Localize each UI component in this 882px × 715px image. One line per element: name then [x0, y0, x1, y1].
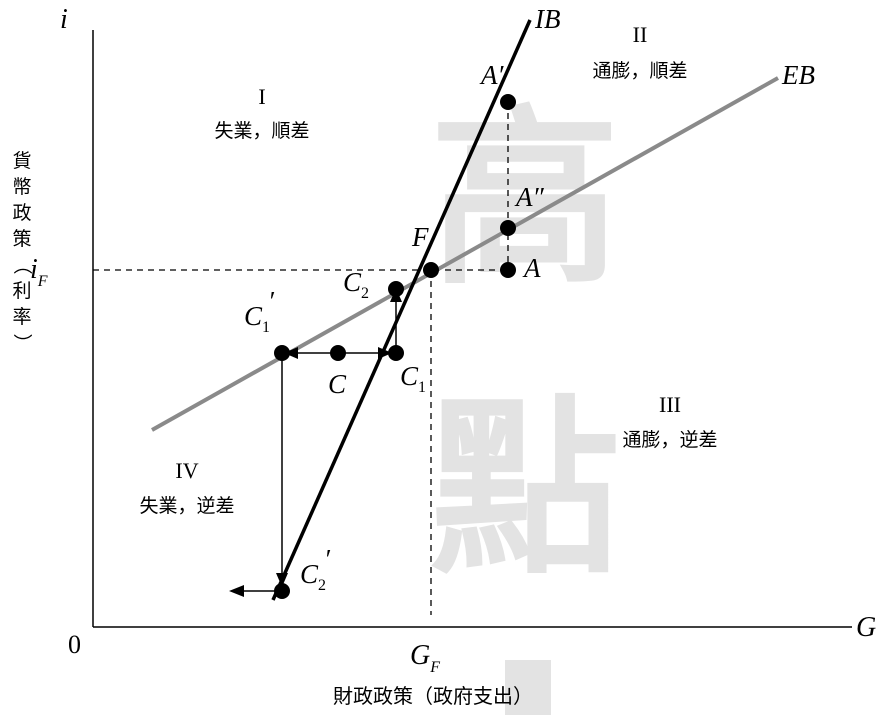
label-C2: C2 — [343, 267, 369, 302]
label-A: A — [522, 253, 541, 283]
watermark-fragment — [505, 660, 551, 715]
point-C1-prime — [274, 345, 290, 361]
arrowhead-right — [378, 347, 392, 359]
label-C1-sub: 1 — [418, 379, 426, 396]
axes — [92, 30, 852, 628]
y-title-char-6: 利 — [12, 280, 31, 302]
y-tick-iF: iF — [30, 254, 48, 290]
arrowhead-left — [284, 347, 298, 359]
ib-line — [271, 19, 532, 601]
arrowhead-down — [276, 573, 288, 587]
y-title-char-4: 策 — [12, 228, 31, 250]
label-C2p-sub: 2 — [318, 577, 326, 594]
label-C1p-main: C — [244, 301, 263, 331]
point-C2-prime — [274, 583, 290, 599]
y-title-char-7: 率 — [12, 306, 31, 328]
y-title-char-8: ） — [11, 333, 33, 352]
label-C2p-prime: ′ — [324, 544, 331, 574]
arrowhead-left-bottom — [229, 585, 244, 597]
region-4-numeral: IV — [175, 458, 198, 483]
watermark-char-1: 高 — [430, 89, 620, 310]
point-F — [423, 262, 439, 278]
region-labels: I 失業，順差 II 通膨，順差 III 通膨，逆差 IV 失業，逆差 — [139, 22, 717, 517]
region-2-text: 通膨，順差 — [592, 60, 687, 82]
x-axis-symbol: G — [856, 612, 876, 643]
y-tick-sub: F — [37, 273, 48, 290]
label-C: C — [328, 369, 347, 399]
x-tick-GF: GF — [410, 640, 440, 676]
region-2-numeral: II — [633, 22, 648, 47]
label-C2p-main: C — [300, 559, 319, 589]
label-A-prime: A′ — [479, 60, 504, 90]
movement-arrows — [229, 288, 402, 597]
eb-line — [151, 76, 779, 432]
point-A — [500, 262, 516, 278]
eb-label: EB — [781, 60, 815, 90]
y-title-char-2: 幣 — [12, 176, 31, 198]
point-C2 — [388, 281, 404, 297]
point-A-prime — [500, 94, 516, 110]
point-labels: F A A′ A″ C C1 C1′ C2 C2′ — [244, 60, 544, 594]
y-title-char-3: 政 — [12, 202, 31, 224]
watermark-char-2: 點 — [430, 379, 620, 600]
region-3-text: 通膨，逆差 — [622, 429, 717, 451]
label-C1p-sub: 1 — [262, 319, 270, 336]
y-title-char-1: 貨 — [12, 150, 31, 172]
y-title-char-5: （ — [11, 255, 33, 274]
point-C1 — [388, 345, 404, 361]
watermark: 高 點 — [430, 89, 620, 715]
label-C1p-prime: ′ — [268, 286, 275, 316]
origin-label: 0 — [68, 630, 81, 659]
region-1-text: 失業，順差 — [214, 120, 309, 142]
y-axis-symbol: i — [60, 4, 68, 35]
point-C — [330, 345, 346, 361]
label-C2-prime: C2 ′ — [300, 544, 331, 594]
x-tick-main: G — [410, 640, 430, 671]
label-A-double-prime: A″ — [514, 182, 544, 212]
region-3-numeral: III — [659, 392, 681, 417]
y-tick-main: i — [30, 254, 38, 285]
ib-label: IB — [534, 4, 560, 34]
label-C1-main: C — [400, 361, 419, 391]
points — [274, 94, 516, 599]
label-C1: C1 — [400, 361, 426, 396]
label-C2-main: C — [343, 267, 362, 297]
label-C2-sub: 2 — [361, 285, 369, 302]
label-C1-prime: C1 ′ — [244, 286, 275, 336]
x-tick-sub: F — [429, 659, 440, 676]
label-F: F — [411, 222, 429, 252]
region-4-text: 失業，逆差 — [139, 495, 234, 517]
x-axis-title: 財政政策（政府支出） — [333, 684, 533, 708]
region-1-numeral: I — [258, 84, 265, 109]
y-axis-title: 貨 幣 政 策 （ 利 率 ） — [11, 150, 33, 353]
point-A-double-prime — [500, 220, 516, 236]
